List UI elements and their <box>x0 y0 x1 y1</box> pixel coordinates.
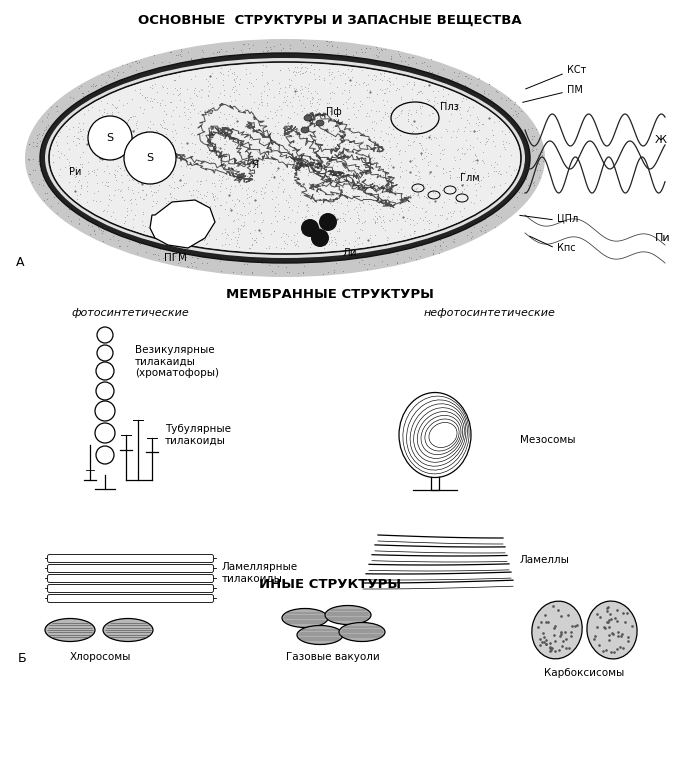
FancyBboxPatch shape <box>47 584 213 593</box>
Circle shape <box>95 401 115 421</box>
Ellipse shape <box>399 392 471 478</box>
Text: нефотосинтетические: нефотосинтетические <box>424 308 556 318</box>
FancyBboxPatch shape <box>47 555 213 562</box>
FancyBboxPatch shape <box>47 575 213 582</box>
Text: Карбоксисомы: Карбоксисомы <box>544 668 624 678</box>
Text: Пи: Пи <box>655 233 671 243</box>
Ellipse shape <box>103 619 153 642</box>
Text: Плз: Плз <box>440 102 459 112</box>
Text: Ри: Ри <box>69 167 81 177</box>
Circle shape <box>96 446 114 464</box>
FancyBboxPatch shape <box>47 565 213 572</box>
Ellipse shape <box>325 606 371 624</box>
Text: Мезосомы: Мезосомы <box>520 435 576 445</box>
Circle shape <box>95 423 115 443</box>
Text: ОСНОВНЫЕ  СТРУКТУРЫ И ЗАПАСНЫЕ ВЕЩЕСТВА: ОСНОВНЫЕ СТРУКТУРЫ И ЗАПАСНЫЕ ВЕЩЕСТВА <box>138 14 522 27</box>
Ellipse shape <box>45 58 525 258</box>
FancyBboxPatch shape <box>47 594 213 603</box>
Circle shape <box>319 213 337 231</box>
Text: Глм: Глм <box>460 173 480 183</box>
Ellipse shape <box>297 626 343 645</box>
Text: МЕМБРАННЫЕ СТРУКТУРЫ: МЕМБРАННЫЕ СТРУКТУРЫ <box>226 288 434 301</box>
Text: ИНЫЕ СТРУКТУРЫ: ИНЫЕ СТРУКТУРЫ <box>259 578 401 591</box>
Polygon shape <box>150 200 215 248</box>
Ellipse shape <box>25 39 545 277</box>
Text: Кпс: Кпс <box>557 243 576 253</box>
Text: S: S <box>106 133 114 143</box>
Text: фотосинтетические: фотосинтетические <box>71 308 189 318</box>
Text: Везикулярные
тилакаиды
(хроматофоры): Везикулярные тилакаиды (хроматофоры) <box>135 345 219 378</box>
Circle shape <box>96 362 114 380</box>
Text: Ли: Ли <box>343 248 357 258</box>
Text: Ламеллярные
тилакоиды: Ламеллярные тилакоиды <box>222 562 298 584</box>
Circle shape <box>97 327 113 343</box>
Text: ПМ: ПМ <box>567 85 583 95</box>
Text: КСт: КСт <box>567 65 587 75</box>
Text: Б: Б <box>18 652 26 665</box>
Text: Тубулярные
тилакоиды: Тубулярные тилакоиды <box>165 424 231 446</box>
Ellipse shape <box>40 53 530 263</box>
Ellipse shape <box>304 115 312 121</box>
Text: Я: Я <box>251 160 259 170</box>
Ellipse shape <box>50 63 520 253</box>
Text: Пф: Пф <box>326 107 342 117</box>
Text: Хлоросомы: Хлоросомы <box>69 652 131 662</box>
Ellipse shape <box>339 623 385 642</box>
Ellipse shape <box>316 120 324 126</box>
Circle shape <box>97 345 113 361</box>
Text: ПГМ: ПГМ <box>163 253 187 263</box>
Circle shape <box>311 229 329 247</box>
Text: А: А <box>16 256 24 269</box>
Circle shape <box>301 219 319 237</box>
Ellipse shape <box>587 601 637 659</box>
Ellipse shape <box>124 132 176 184</box>
Ellipse shape <box>282 609 328 627</box>
Text: ЦПл: ЦПл <box>557 213 578 223</box>
Ellipse shape <box>45 619 95 642</box>
Circle shape <box>96 382 114 400</box>
Text: S: S <box>146 153 154 163</box>
Ellipse shape <box>88 116 132 160</box>
Text: Ламеллы: Ламеллы <box>520 555 570 565</box>
Text: Ж: Ж <box>655 135 667 145</box>
Ellipse shape <box>532 601 582 658</box>
Ellipse shape <box>301 127 309 133</box>
Text: Газовые вакуоли: Газовые вакуоли <box>286 652 380 662</box>
